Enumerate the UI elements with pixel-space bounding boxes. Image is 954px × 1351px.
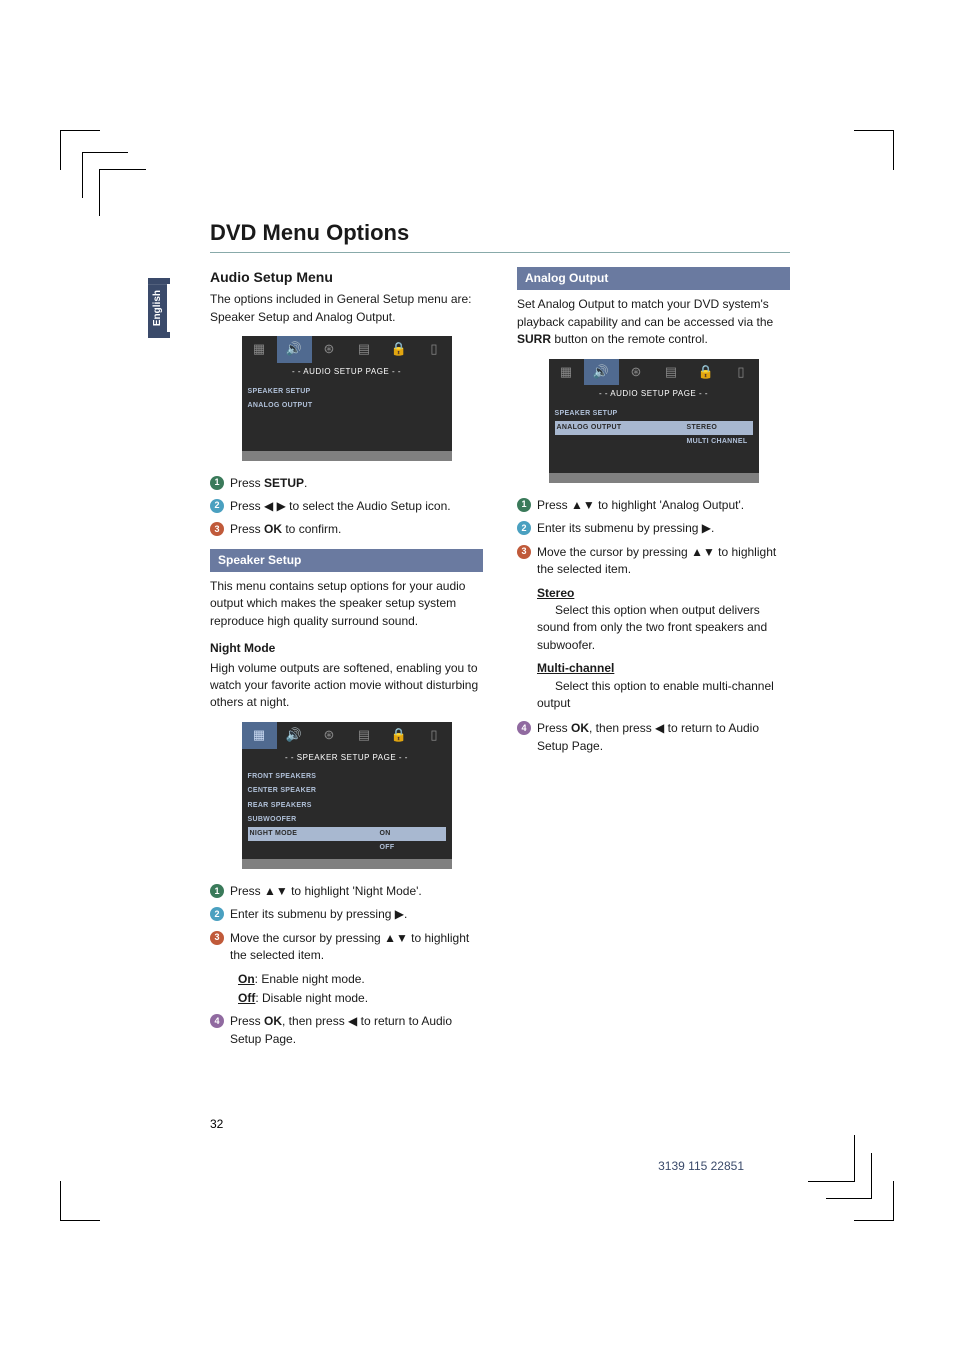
step-2: 2Enter its submenu by pressing ▶. xyxy=(517,520,790,537)
osd-icon: ▦ xyxy=(242,336,277,363)
crop-mark-icon xyxy=(60,1181,100,1221)
page-number: 32 xyxy=(210,1117,223,1131)
language-label: English xyxy=(148,284,167,332)
step-2: 2Enter its submenu by pressing ▶. xyxy=(210,906,483,923)
osd-speaker-setup: ▦ 🔊 ⊛ ▤ 🔒 ▯ - - SPEAKER SETUP PAGE - - F… xyxy=(242,722,452,869)
osd-icon: ▯ xyxy=(724,359,759,386)
osd-icon: ⊛ xyxy=(619,359,654,386)
osd-row-value: STEREO xyxy=(683,421,753,435)
osd-row-label: ANALOG OUTPUT xyxy=(555,421,683,435)
osd-icon: ▯ xyxy=(417,722,452,749)
osd-icon: ⊛ xyxy=(312,336,347,363)
osd-icon: 🔊 xyxy=(584,359,619,386)
registration-mark-icon xyxy=(826,1153,872,1199)
option-stereo-desc: Select this option when output delivers … xyxy=(537,602,790,654)
option-multi-desc: Select this option to enable multi-chann… xyxy=(537,678,790,713)
osd-icon-row: ▦ 🔊 ⊛ ▤ 🔒 ▯ xyxy=(549,359,759,386)
osd-row-label: FRONT SPEAKERS xyxy=(248,770,446,784)
osd-analog-output: ▦ 🔊 ⊛ ▤ 🔒 ▯ - - AUDIO SETUP PAGE - - SPE… xyxy=(549,359,759,483)
osd-header: - - AUDIO SETUP PAGE - - xyxy=(242,363,452,381)
osd-header: - - SPEAKER SETUP PAGE - - xyxy=(242,749,452,767)
osd-row-label: NIGHT MODE xyxy=(248,827,376,841)
left-column: Audio Setup Menu The options included in… xyxy=(210,267,483,1054)
footer-code: 3139 115 22851 xyxy=(658,1159,744,1173)
step-3: 3Move the cursor by pressing ▲▼ to highl… xyxy=(210,930,483,965)
osd-header: - - AUDIO SETUP PAGE - - xyxy=(549,385,759,403)
osd-row-label: SPEAKER SETUP xyxy=(248,385,446,399)
step-1: 1Press ▲▼ to highlight 'Night Mode'. xyxy=(210,883,483,900)
osd-icon-row: ▦ 🔊 ⊛ ▤ 🔒 ▯ xyxy=(242,336,452,363)
step-3: 3Move the cursor by pressing ▲▼ to highl… xyxy=(517,544,790,579)
analog-output-bar: Analog Output xyxy=(517,267,790,290)
osd-icon: 🔒 xyxy=(382,336,417,363)
osd-row-label: CENTER SPEAKER xyxy=(248,784,446,798)
osd-icon: 🔊 xyxy=(277,722,312,749)
night-mode-title: Night Mode xyxy=(210,640,483,657)
step-4: 4Press OK, then press ◀ to return to Aud… xyxy=(210,1013,483,1048)
option-stereo-label: Stereo xyxy=(537,586,574,600)
crop-mark-icon xyxy=(854,130,894,170)
osd-row-label: SUBWOOFER xyxy=(248,813,446,827)
osd-icon: ▦ xyxy=(549,359,584,386)
step-1: 1Press ▲▼ to highlight 'Analog Output'. xyxy=(517,497,790,514)
step-3: 3Press OK to confirm. xyxy=(210,521,483,538)
osd-row-label xyxy=(248,841,376,855)
osd-icon: ⊛ xyxy=(312,722,347,749)
osd-row-value: MULTI CHANNEL xyxy=(683,435,753,449)
osd-row-value: ON xyxy=(376,827,446,841)
registration-mark-icon xyxy=(82,152,128,198)
osd-icon: 🔊 xyxy=(277,336,312,363)
option-multi-label: Multi-channel xyxy=(537,661,614,675)
option-off: Off: Disable night mode. xyxy=(238,990,483,1007)
osd-row-label: ANALOG OUTPUT xyxy=(248,399,446,413)
language-tab: English xyxy=(148,278,170,338)
osd-icon: ▯ xyxy=(417,336,452,363)
osd-icon: ▤ xyxy=(347,722,382,749)
osd-icon: ▤ xyxy=(347,336,382,363)
osd-audio-setup: ▦ 🔊 ⊛ ▤ 🔒 ▯ - - AUDIO SETUP PAGE - - SPE… xyxy=(242,336,452,460)
osd-row-label: SPEAKER SETUP xyxy=(555,407,753,421)
osd-icon-row: ▦ 🔊 ⊛ ▤ 🔒 ▯ xyxy=(242,722,452,749)
audio-setup-intro: The options included in General Setup me… xyxy=(210,291,483,326)
step-1: 1Press SETUP. xyxy=(210,475,483,492)
right-column: Analog Output Set Analog Output to match… xyxy=(517,267,790,1054)
osd-row-label: REAR SPEAKERS xyxy=(248,799,446,813)
step-2: 2Press ◀ ▶ to select the Audio Setup ico… xyxy=(210,498,483,515)
content-area: DVD Menu Options Audio Setup Menu The op… xyxy=(210,220,790,1054)
step-4: 4Press OK, then press ◀ to return to Aud… xyxy=(517,720,790,755)
osd-icon: ▦ xyxy=(242,722,277,749)
speaker-setup-intro: This menu contains setup options for you… xyxy=(210,578,483,630)
night-mode-intro: High volume outputs are softened, enabli… xyxy=(210,660,483,712)
osd-icon: ▤ xyxy=(654,359,689,386)
page-title: DVD Menu Options xyxy=(210,220,790,253)
osd-row-value: OFF xyxy=(376,841,446,855)
osd-icon: 🔒 xyxy=(382,722,417,749)
option-on: On: Enable night mode. xyxy=(238,971,483,988)
page-root: English DVD Menu Options Audio Setup Men… xyxy=(0,0,954,1351)
analog-output-intro: Set Analog Output to match your DVD syst… xyxy=(517,296,790,348)
osd-icon: 🔒 xyxy=(689,359,724,386)
audio-setup-title: Audio Setup Menu xyxy=(210,267,483,287)
speaker-setup-bar: Speaker Setup xyxy=(210,549,483,572)
osd-row-label xyxy=(555,435,683,449)
